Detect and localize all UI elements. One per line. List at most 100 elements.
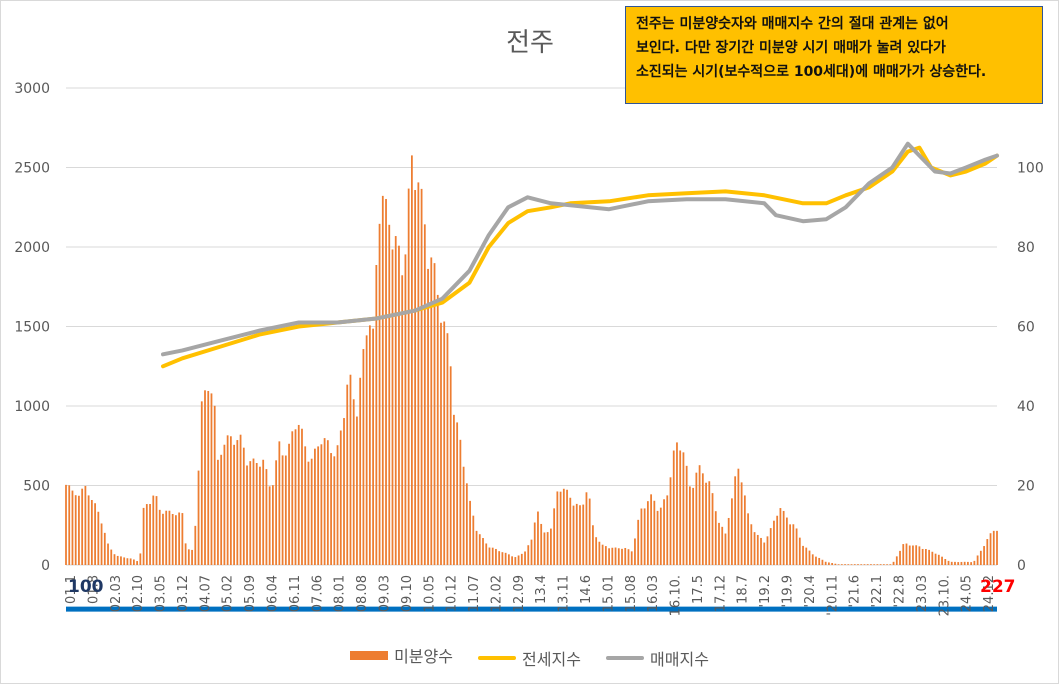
bar <box>792 524 795 565</box>
bar <box>346 384 349 565</box>
x-axis-tick: 24.12 <box>982 575 997 612</box>
bar <box>527 545 530 565</box>
bar <box>724 533 727 565</box>
bar <box>837 564 840 565</box>
x-axis-tick: 09.03 <box>377 575 392 612</box>
x-axis-tick: 23.03 <box>915 575 930 612</box>
bar <box>669 477 672 565</box>
bar <box>65 484 67 565</box>
bar <box>326 440 329 565</box>
bar <box>718 522 720 565</box>
x-axis-tick: 18.7 <box>736 575 751 604</box>
bar <box>252 458 255 565</box>
legend-swatch-sale <box>606 655 645 660</box>
bar <box>68 485 71 565</box>
bar <box>200 401 203 565</box>
bar <box>802 545 804 565</box>
bar <box>892 561 895 565</box>
bar <box>601 544 604 565</box>
x-axis-tick: 10.12 <box>445 575 460 612</box>
bar <box>356 416 358 565</box>
bar <box>679 450 682 565</box>
bar <box>572 505 575 565</box>
bar <box>271 485 274 565</box>
legend-swatch-jeonse <box>478 655 517 660</box>
bar <box>229 436 232 565</box>
bar <box>365 335 368 565</box>
bar <box>553 508 556 565</box>
bar <box>443 321 446 565</box>
bar <box>766 536 769 565</box>
legend-label-sale: 매매지수 <box>650 649 709 669</box>
bar <box>689 486 691 565</box>
bar <box>634 538 636 565</box>
bar <box>579 505 581 565</box>
bar <box>378 223 381 565</box>
bar <box>511 556 513 565</box>
bar <box>78 495 80 565</box>
bar <box>692 487 695 565</box>
bar <box>482 538 484 565</box>
bar <box>323 438 326 565</box>
bar <box>886 564 888 565</box>
bar <box>217 459 219 565</box>
bar <box>863 564 866 565</box>
legend-label-unsold: 미분양수 <box>394 647 453 666</box>
bar <box>440 322 442 565</box>
bar <box>291 431 294 565</box>
bar <box>857 564 859 565</box>
bar <box>262 459 265 565</box>
bar <box>873 564 876 565</box>
x-axis-tick: 12.02 <box>489 575 504 612</box>
bar <box>155 496 158 565</box>
bar <box>320 444 323 565</box>
bar <box>407 188 410 565</box>
bar <box>685 465 688 565</box>
bar <box>391 249 394 565</box>
bar <box>785 517 788 565</box>
bar <box>495 548 497 565</box>
bar <box>297 424 300 565</box>
bar <box>659 507 662 565</box>
bar <box>666 495 669 565</box>
x-axis-tick: '20.11 <box>825 575 840 616</box>
annotation-line-2: 보인다. 다만 장기간 미분양 시기 매매가 눌려 있다가 <box>636 40 946 56</box>
x-axis-tick: 16.03 <box>646 575 661 612</box>
bar <box>556 491 559 565</box>
bar <box>268 486 271 565</box>
chart-title: 전주 <box>506 28 554 58</box>
bar <box>142 507 145 565</box>
x-axis-tick: 03.05 <box>154 575 169 612</box>
bar <box>773 520 775 565</box>
x-axis-tick: 08.08 <box>355 575 370 612</box>
bar <box>550 528 552 565</box>
bar <box>414 190 417 565</box>
x-axis-tick: '21.6 <box>848 575 863 608</box>
bar <box>895 556 898 565</box>
bar <box>967 561 969 565</box>
bar <box>611 547 614 565</box>
x-axis-tick: 17.5 <box>691 575 706 604</box>
bar <box>918 546 921 565</box>
bar <box>831 563 834 565</box>
bar <box>824 561 827 565</box>
left-axis-tick: 1000 <box>14 399 50 415</box>
x-axis-tick: 05.02 <box>221 575 236 612</box>
bar <box>336 445 339 565</box>
bar <box>507 554 510 565</box>
bar <box>281 455 284 565</box>
bar <box>100 523 103 565</box>
bar <box>663 499 665 565</box>
bar <box>145 504 148 565</box>
left-axis-tick: 3000 <box>14 81 50 97</box>
bar <box>585 492 588 565</box>
bar <box>889 564 892 565</box>
bar <box>349 374 352 565</box>
bar <box>808 550 811 565</box>
bar <box>912 545 914 565</box>
bar <box>944 559 947 565</box>
bar <box>569 497 572 565</box>
bar <box>937 554 940 565</box>
sale-index-line <box>161 141 999 357</box>
x-axis-tick: 23.10. <box>937 575 952 616</box>
